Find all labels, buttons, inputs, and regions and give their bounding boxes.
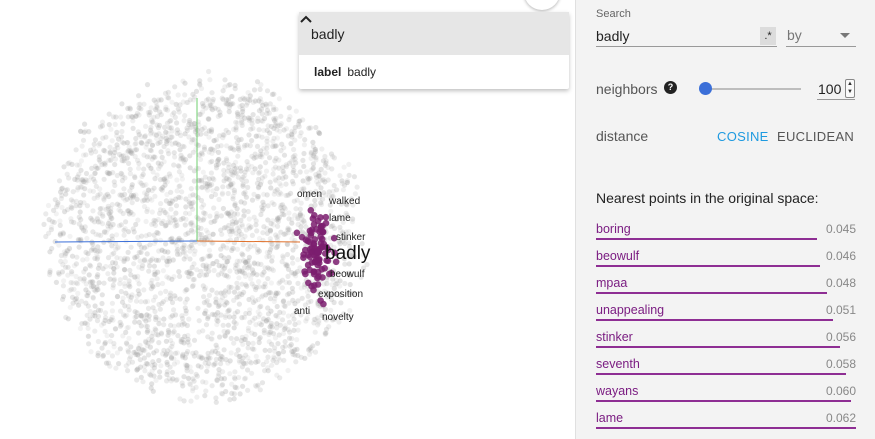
point-cloud: [41, 68, 370, 405]
neighbors-slider[interactable]: [699, 82, 801, 95]
nearest-point-word[interactable]: boring: [596, 222, 631, 236]
label-badly: badly: [325, 243, 371, 264]
result-field-value: badly: [347, 65, 377, 79]
cosine-button[interactable]: COSINE: [717, 129, 769, 144]
label-novelty: novelty: [322, 312, 354, 323]
number-spinner[interactable]: ▲ ▼: [845, 79, 855, 98]
help-icon[interactable]: ?: [664, 81, 677, 94]
z-axis-line: [196, 240, 301, 243]
label-walked: walked: [328, 196, 360, 207]
nearest-point-word[interactable]: lame: [596, 411, 624, 425]
floating-action-button[interactable]: [524, 0, 560, 10]
nearest-points-list: boring 0.045 beowulf 0.046 mpaa 0.048 unappeal…: [596, 222, 856, 438]
focus-point: [314, 248, 322, 256]
nearest-point-bar: [596, 319, 833, 321]
nearest-point-word[interactable]: unappealing: [596, 303, 665, 317]
nearest-point-distance: 0.056: [825, 330, 856, 344]
label-beowulf: beowulf: [330, 269, 365, 280]
regex-toggle-button[interactable]: .*: [760, 27, 776, 45]
neighbors-slider-thumb[interactable]: [699, 82, 713, 95]
nearest-point-word[interactable]: seventh: [596, 357, 640, 371]
nearest-point-bar: [596, 400, 851, 402]
nearest-point-bar: [596, 373, 846, 375]
nearest-points-title: Nearest points in the original space:: [596, 190, 819, 206]
label-exposition: exposition: [318, 289, 363, 300]
chevron-up-icon[interactable]: [299, 12, 313, 26]
search-by-select[interactable]: by: [786, 25, 856, 47]
nearest-point-word[interactable]: stinker: [596, 330, 633, 344]
nearest-point-distance: 0.045: [825, 222, 856, 236]
nearest-point-item[interactable]: stinker 0.056: [596, 330, 856, 357]
nearest-point-bar: [596, 292, 828, 294]
search-result-header[interactable]: badly: [299, 12, 569, 55]
neighbor-points: [293, 207, 340, 308]
search-label: Search: [596, 8, 631, 20]
result-field-label: label: [314, 65, 342, 79]
search-result-dropdown: badly label badly: [299, 12, 569, 89]
nearest-point-item[interactable]: unappealing 0.051: [596, 303, 856, 330]
projection-canvas[interactable]: omen walked lame stinker badly beowulf e…: [0, 0, 575, 439]
nearest-point-item[interactable]: wayans 0.060: [596, 384, 856, 411]
label-stinker: stinker: [336, 232, 366, 243]
dropdown-arrow-icon: [840, 33, 850, 38]
search-input[interactable]: [596, 25, 777, 47]
nearest-point-item[interactable]: beowulf 0.046: [596, 249, 856, 276]
nearest-point-item[interactable]: boring 0.045: [596, 222, 856, 249]
inspector-panel: Search .* by neighbors ? 100 ▲▼ distance…: [575, 0, 875, 439]
nearest-point-word[interactable]: beowulf: [596, 249, 640, 263]
nearest-point-item[interactable]: seventh 0.058: [596, 357, 856, 384]
search-by-placeholder: by: [787, 27, 802, 43]
label-anti: anti: [294, 306, 310, 317]
neighbors-label: neighbors: [596, 81, 658, 97]
nearest-point-item[interactable]: mpaa 0.048: [596, 276, 856, 303]
label-omen: omen: [297, 189, 322, 200]
nearest-point-distance: 0.051: [825, 303, 856, 317]
nearest-point-distance: 0.062: [825, 411, 856, 425]
nearest-point-word[interactable]: wayans: [596, 384, 639, 398]
search-result-query: badly: [311, 25, 345, 42]
nearest-point-bar: [596, 265, 820, 267]
nearest-point-distance: 0.058: [825, 357, 856, 371]
euclidean-button[interactable]: EUCLIDEAN: [777, 129, 855, 144]
search-result-item[interactable]: label badly: [299, 55, 569, 89]
neighbor-labels: omen walked lame stinker badly beowulf e…: [294, 189, 371, 323]
neighbors-number-input[interactable]: 100 ▲ ▼: [817, 78, 855, 100]
nearest-point-item[interactable]: lame 0.062: [596, 411, 856, 438]
nearest-point-distance: 0.060: [825, 384, 856, 398]
distance-label: distance: [596, 128, 649, 144]
nearest-point-distance: 0.046: [825, 249, 856, 263]
nearest-point-word[interactable]: mpaa: [596, 276, 628, 290]
projection-scatter[interactable]: omen walked lame stinker badly beowulf e…: [0, 0, 575, 439]
x-axis-line: [54, 240, 198, 243]
nearest-point-bar: [596, 346, 841, 348]
nearest-point-bar: [596, 427, 856, 429]
label-lame: lame: [329, 213, 351, 224]
nearest-point-distance: 0.048: [825, 276, 856, 290]
neighbors-value: 100: [818, 81, 842, 97]
nearest-point-bar: [596, 238, 817, 240]
